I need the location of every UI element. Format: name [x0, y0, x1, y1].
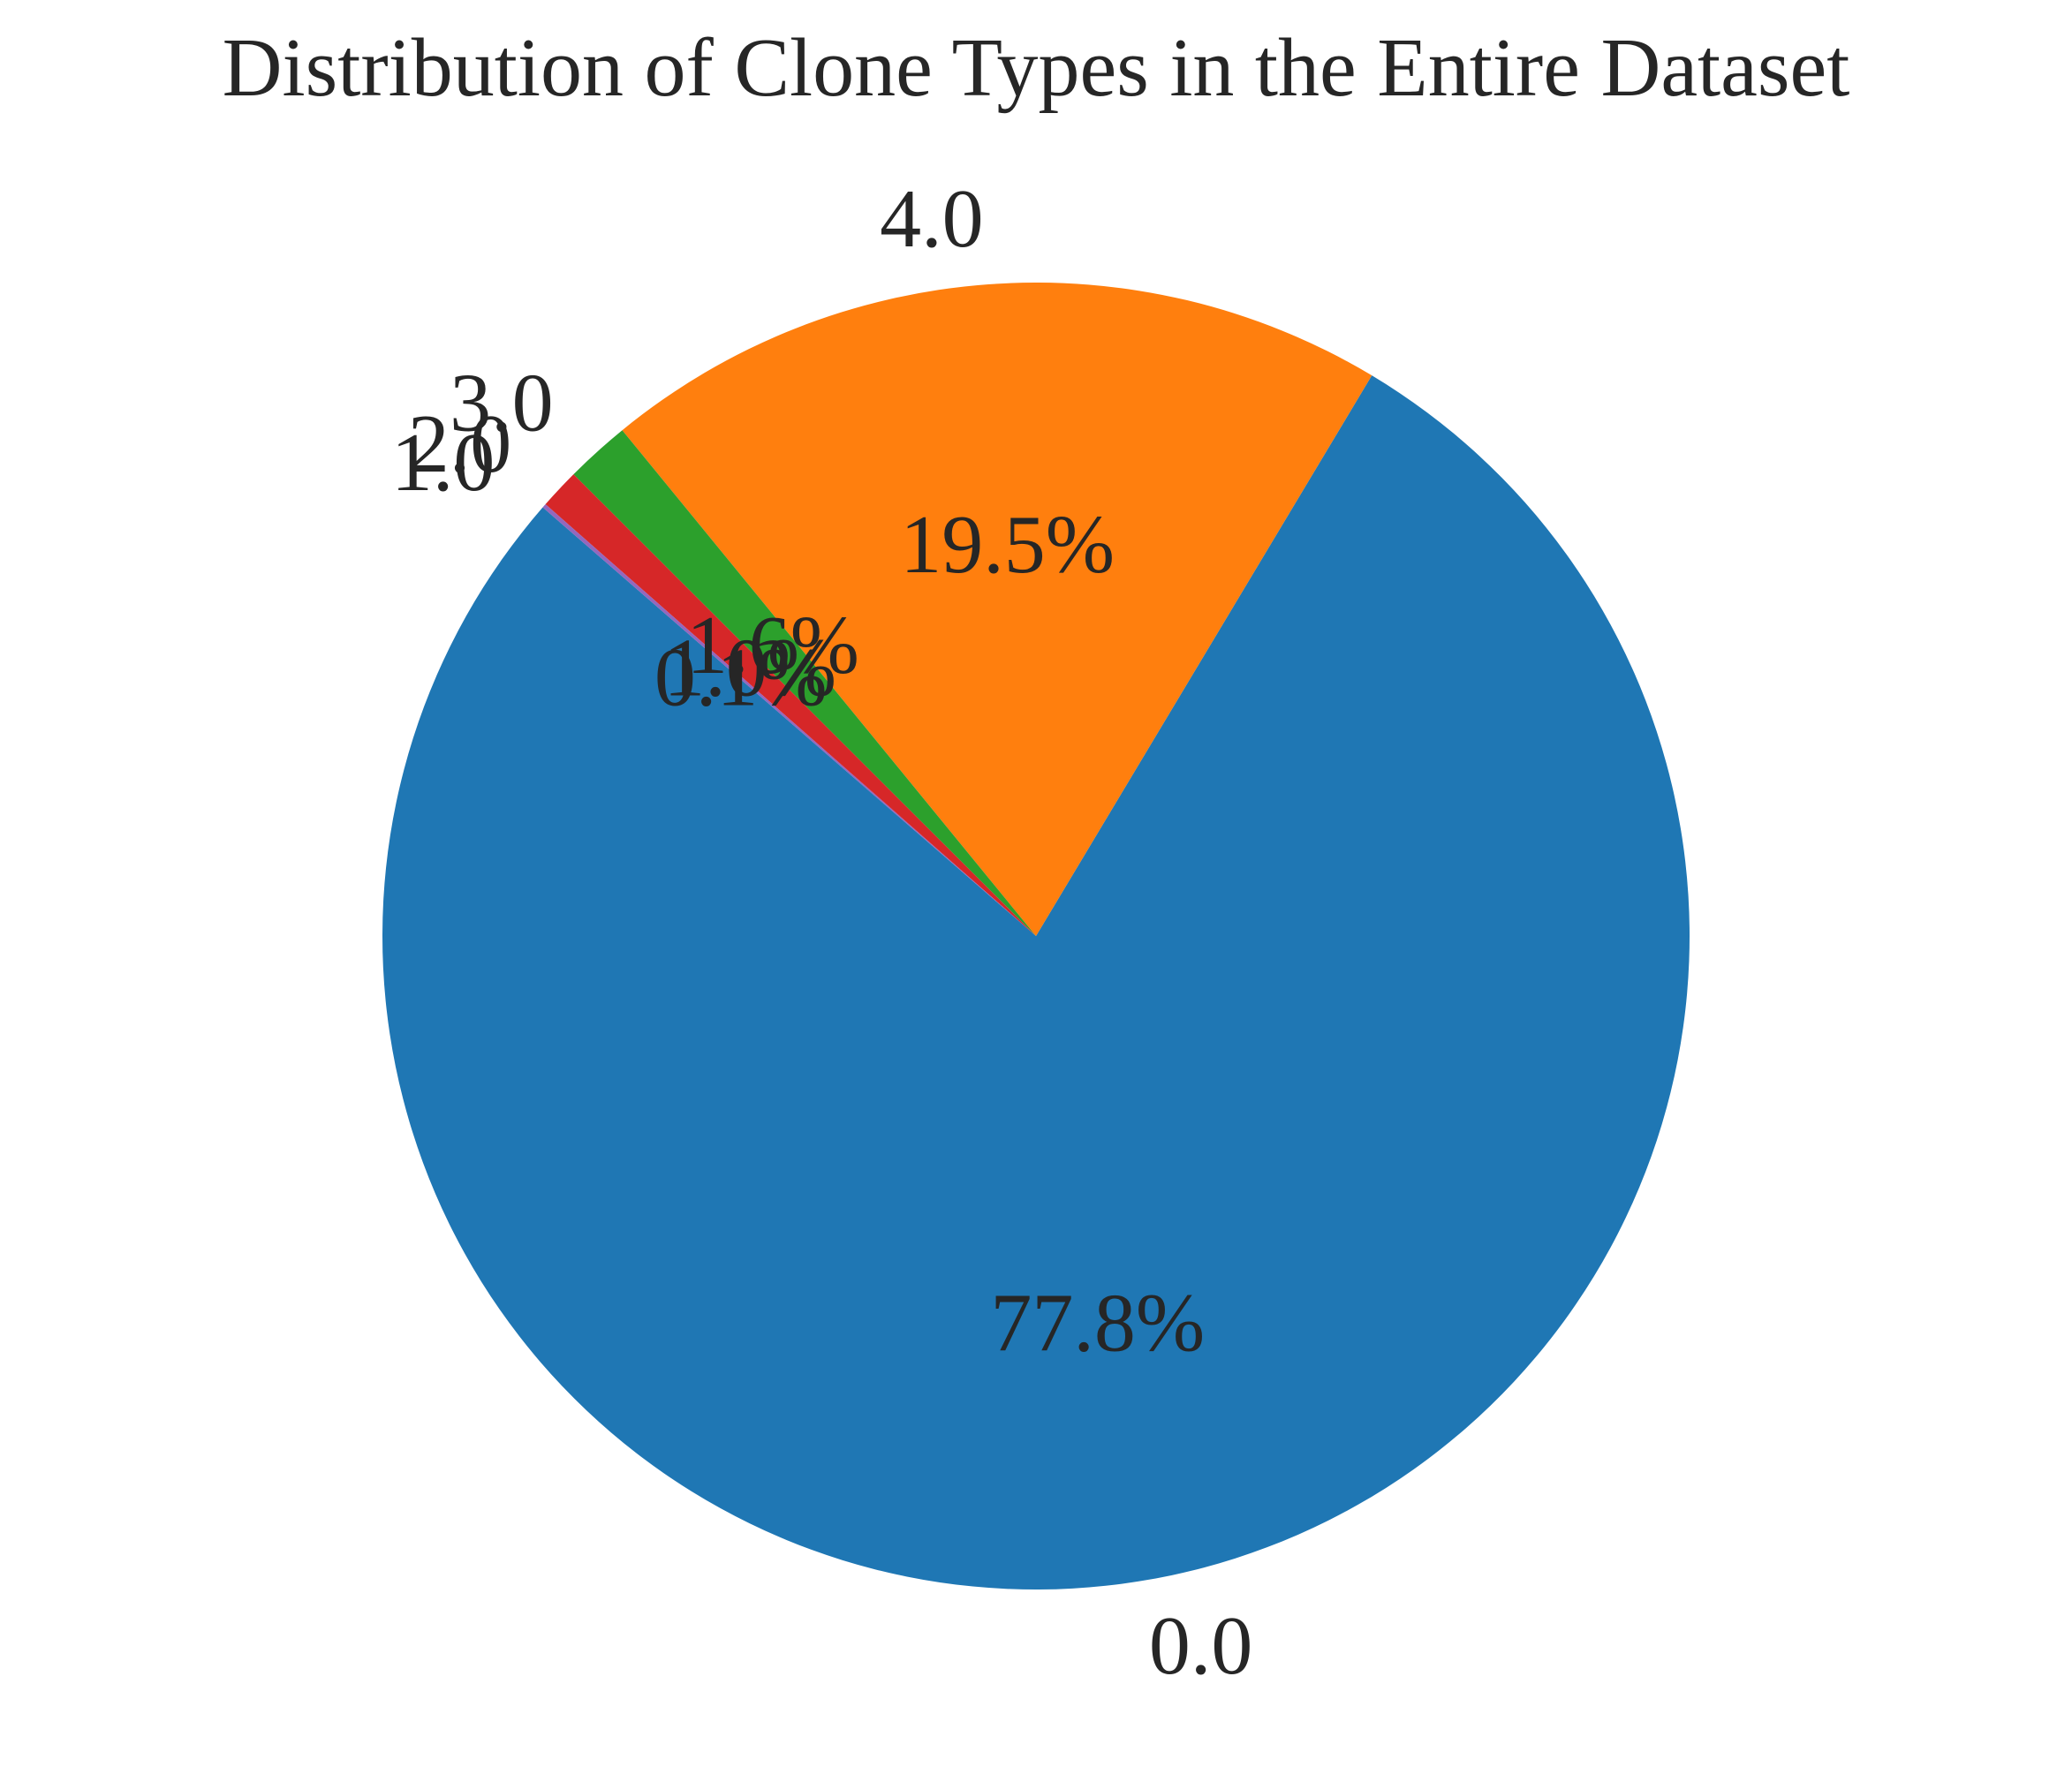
percent-label-3-0: 1.6%: [686, 600, 859, 691]
chart-title: Distribution of Clone Types in the Entir…: [223, 22, 1850, 114]
category-label-4-0: 4.0: [880, 173, 984, 265]
percent-labels: 77.8% 19.5% 1.6%1.0%0.1%: [654, 499, 1205, 1369]
pie-slice-2-0: [545, 474, 1036, 936]
category-label-3-0: 3.0: [450, 358, 554, 449]
percent-label-2-0: 1.0%: [663, 622, 836, 714]
pie-slice-4-0: [622, 283, 1373, 936]
category-label-1-0: 1.0: [391, 417, 495, 509]
percent-label-4-0: 19.5%: [900, 499, 1115, 591]
pie-slices: [382, 283, 1690, 1589]
pie-slice-3-0: [573, 430, 1036, 936]
pie-slice-1-0: [542, 504, 1036, 936]
category-label-2-0: 2.0: [408, 398, 512, 490]
category-label-0-0: 0.0: [1149, 1600, 1253, 1692]
percent-label-0-0: 77.8%: [990, 1277, 1205, 1369]
pie-slice-0-0: [382, 375, 1690, 1589]
percent-label-1-0: 0.1%: [654, 632, 828, 724]
category-labels: 0.0 4.0 3.02.01.0: [391, 173, 1253, 1692]
